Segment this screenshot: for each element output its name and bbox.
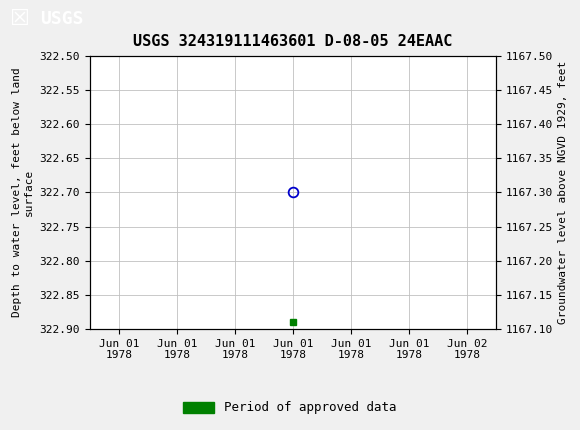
Legend: Period of approved data: Period of approved data [178,396,402,419]
Text: USGS: USGS [41,10,84,28]
Y-axis label: Groundwater level above NGVD 1929, feet: Groundwater level above NGVD 1929, feet [559,61,568,324]
Text: ☒: ☒ [9,9,28,29]
Title: USGS 324319111463601 D-08-05 24EAAC: USGS 324319111463601 D-08-05 24EAAC [133,34,452,49]
Y-axis label: Depth to water level, feet below land
surface: Depth to water level, feet below land su… [12,68,34,317]
